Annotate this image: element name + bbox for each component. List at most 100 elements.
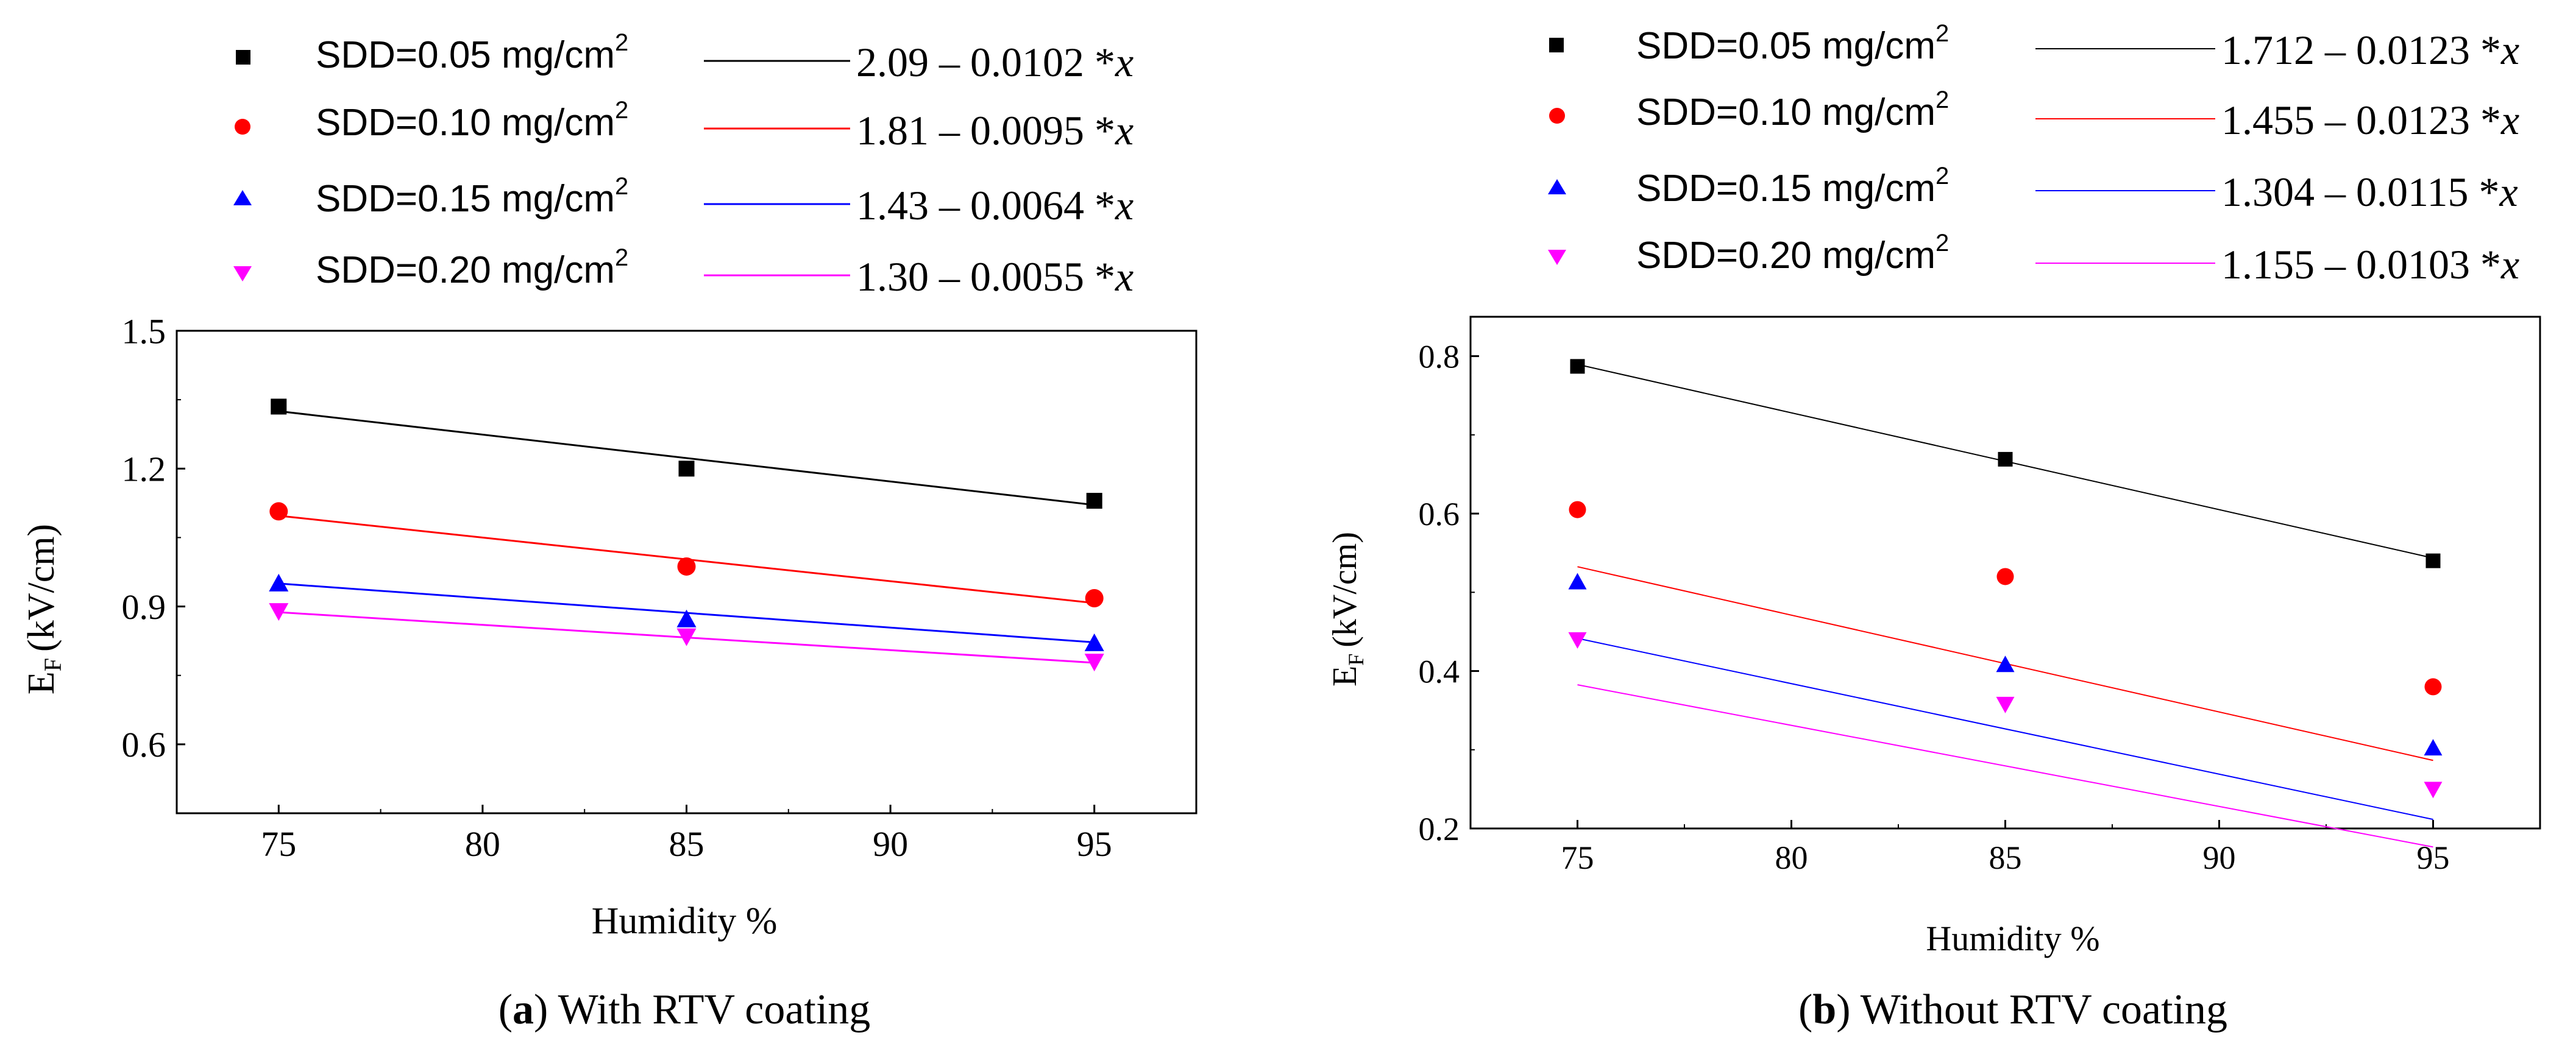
caption-b-letter: b [1812, 986, 1836, 1033]
legend-b-entry-3: SDD=0.15 mg/cm2 1.304 – 0.0115 *x [1548, 163, 2518, 215]
x-tick-label-a: 90 [873, 824, 908, 864]
legend-a: SDD=0.05 mg/cm2 2.09 – 0.0102 *x SDD=0.1… [233, 29, 1134, 300]
fit-line-b-3 [1577, 637, 2433, 821]
legend-b-series-label-4: SDD=0.20 mg/cm2 [1636, 230, 1949, 277]
y-axis-label-a-sub: F [39, 658, 66, 671]
legend-b-sup-3: 2 [1936, 163, 1949, 189]
x-tick-label-b: 95 [2417, 839, 2450, 876]
y-tick-label-a: 0.9 [122, 587, 166, 627]
legend-b-entry-2: SDD=0.10 mg/cm2 1.455 – 0.0123 *x [1549, 87, 2519, 143]
y-tick-label-b: 0.6 [1419, 496, 1460, 532]
legend-a-marker-1 [236, 50, 250, 65]
data-point-b-4 [1996, 696, 2015, 713]
legend-a-series-label-2: SDD=0.10 mg/cm2 [316, 97, 628, 144]
data-point-a-3 [1084, 633, 1104, 651]
legend-b-marker-2 [1549, 108, 1565, 124]
data-point-b-1 [2425, 553, 2441, 568]
legend-a-equation-3: 1.43 – 0.0064 *x [856, 182, 1134, 228]
x-tick-label-a: 85 [669, 824, 704, 864]
data-point-a-4 [269, 603, 289, 621]
caption-a-letter: a [513, 986, 534, 1033]
chart-a: 75 80 85 90 95 0.6 0.9 1.2 1.5 [122, 311, 1198, 864]
y-axis-label-b: EF(kV/cm) [1326, 532, 1368, 687]
data-point-b-1 [1998, 451, 2013, 467]
legend-b-equation-2: 1.455 – 0.0123 *x [2221, 97, 2519, 143]
data-point-b-3 [1996, 655, 2015, 673]
data-point-b-4 [1568, 632, 1587, 649]
data-point-b-4 [2424, 782, 2443, 799]
legend-b: SDD=0.05 mg/cm2 1.712 – 0.0123 *x SDD=0.… [1548, 20, 2519, 288]
x-tick-label-b: 85 [1989, 839, 2022, 876]
x-tick-label-b: 80 [1775, 839, 1808, 876]
y-tick-label-a: 0.6 [122, 725, 166, 765]
legend-a-marker-4 [233, 266, 252, 281]
y-tick-label-a: 1.5 [122, 311, 166, 351]
panel-a: SDD=0.05 mg/cm2 2.09 – 0.0102 *x SDD=0.1… [21, 29, 1198, 1033]
y-axis-label-b-sub: F [1344, 654, 1368, 666]
legend-b-marker-1 [1549, 38, 1564, 52]
data-point-a-1 [678, 461, 695, 477]
data-point-b-3 [1568, 573, 1587, 590]
legend-a-series-label-3: SDD=0.15 mg/cm2 [316, 173, 628, 220]
legend-b-entry-4: SDD=0.20 mg/cm2 1.155 – 0.0103 *x [1548, 230, 2519, 288]
data-point-a-4 [1084, 654, 1104, 672]
y-tick-label-b: 0.8 [1419, 339, 1460, 375]
x-tick-label-b: 90 [2203, 839, 2236, 876]
legend-b-series-label-2: SDD=0.10 mg/cm2 [1636, 87, 1949, 133]
legend-a-sup-3: 2 [615, 173, 628, 200]
legend-a-equation-4: 1.30 – 0.0055 *x [856, 253, 1134, 300]
legend-b-equation-1: 1.712 – 0.0123 *x [2221, 27, 2519, 73]
data-point-a-3 [676, 609, 697, 627]
legend-b-sup-1: 2 [1936, 20, 1949, 47]
data-point-a-2 [677, 557, 696, 576]
legend-a-sup-2: 2 [615, 97, 628, 124]
y-axis-label-b-unit: (kV/cm) [1326, 532, 1364, 648]
x-tick-label-a: 95 [1077, 824, 1112, 864]
legend-b-sup-2: 2 [1936, 87, 1949, 113]
y-axis-label-a-unit: (kV/cm) [21, 524, 62, 652]
caption-a: (a) With RTV coating [499, 986, 871, 1033]
data-point-a-2 [269, 502, 288, 521]
data-point-b-2 [1569, 501, 1586, 518]
data-point-b-1 [1570, 359, 1585, 374]
legend-a-entry-3: SDD=0.15 mg/cm2 1.43 – 0.0064 *x [233, 173, 1134, 228]
y-tick-label-a: 1.2 [122, 450, 166, 489]
legend-b-equation-4: 1.155 – 0.0103 *x [2221, 241, 2519, 288]
legend-b-series-label-3: SDD=0.15 mg/cm2 [1636, 163, 1949, 210]
legend-b-entry-1: SDD=0.05 mg/cm2 1.712 – 0.0123 *x [1549, 20, 2519, 73]
data-point-b-3 [2424, 739, 2443, 756]
y-tick-label-b: 0.4 [1419, 653, 1460, 690]
legend-a-marker-2 [235, 119, 250, 135]
x-axis-label-b: Humidity % [1926, 919, 2099, 958]
caption-b: (b) Without RTV coating [1798, 986, 2227, 1033]
data-point-a-2 [1085, 588, 1104, 607]
legend-a-series-label-4: SDD=0.20 mg/cm2 [316, 244, 628, 291]
caption-a-text: With RTV coating [558, 986, 871, 1033]
data-point-b-2 [2424, 678, 2442, 696]
data-point-a-1 [1086, 493, 1102, 509]
fit-line-b-4 [1577, 684, 2433, 848]
legend-a-sup-4: 2 [615, 244, 628, 271]
legend-b-marker-3 [1548, 179, 1566, 194]
fit-line-a-1 [279, 410, 1095, 506]
chart-b: 75 80 85 90 95 0.2 0.4 0.6 0.8 [1419, 316, 2541, 876]
legend-b-equation-3: 1.304 – 0.0115 *x [2221, 169, 2518, 215]
legend-a-equation-2: 1.81 – 0.0095 *x [856, 107, 1134, 154]
legend-b-sup-4: 2 [1936, 230, 1949, 256]
legend-a-equation-1: 2.09 – 0.0102 *x [856, 39, 1134, 85]
data-point-a-4 [676, 628, 697, 646]
panel-b: SDD=0.05 mg/cm2 1.712 – 0.0123 *x SDD=0.… [1326, 20, 2541, 1033]
legend-a-entry-1: SDD=0.05 mg/cm2 2.09 – 0.0102 *x [236, 29, 1134, 85]
x-tick-label-a: 80 [465, 824, 500, 864]
x-tick-label-b: 75 [1561, 839, 1594, 876]
legend-a-marker-3 [233, 190, 252, 205]
data-point-b-2 [1996, 568, 2014, 585]
y-axis-label-a: EF(kV/cm) [21, 524, 66, 694]
data-point-a-1 [271, 398, 287, 415]
caption-b-text: Without RTV coating [1861, 986, 2227, 1033]
legend-a-series-label-1: SDD=0.05 mg/cm2 [316, 29, 628, 76]
data-point-a-3 [269, 573, 289, 592]
legend-b-marker-4 [1548, 250, 1566, 265]
legend-a-entry-2: SDD=0.10 mg/cm2 1.81 – 0.0095 *x [235, 97, 1134, 154]
